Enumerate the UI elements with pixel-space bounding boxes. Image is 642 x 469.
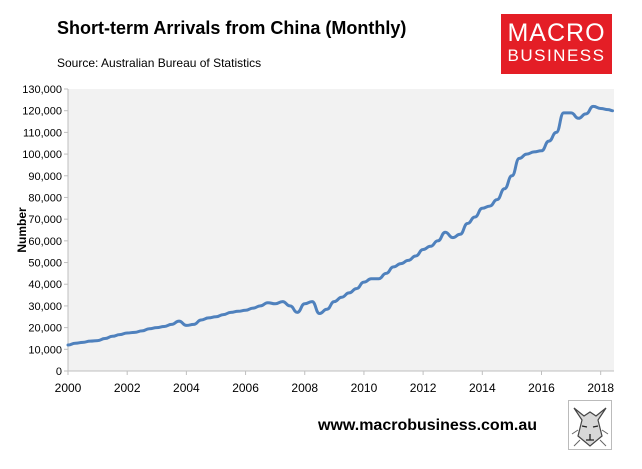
logo-line-business: BUSINESS [507, 46, 606, 65]
page-title: Short-term Arrivals from China (Monthly) [57, 18, 407, 38]
x-tick-label: 2014 [469, 381, 496, 395]
x-tick-label: 2002 [114, 381, 141, 395]
y-tick-label: 130,000 [22, 84, 62, 96]
y-tick-label: 20,000 [28, 323, 62, 335]
x-tick-label: 2008 [291, 381, 318, 395]
y-tick-label: 0 [56, 366, 62, 378]
y-axis-label: Number [15, 207, 29, 253]
x-tick-label: 2012 [410, 381, 437, 395]
y-tick-label: 60,000 [28, 236, 62, 248]
wolf-sketch-icon [568, 400, 612, 450]
y-tick-label: 100,000 [22, 149, 62, 161]
x-axis-ticks: 2000 2002 2004 2006 2008 2010 2012 2014 2016 2018 [55, 371, 614, 395]
y-tick-label: 120,000 [22, 106, 62, 118]
y-tick-label: 40,000 [28, 279, 62, 291]
macrobusiness-logo: MACRO BUSINESS [501, 14, 612, 74]
y-tick-label: 50,000 [28, 258, 62, 270]
y-tick-label: 110,000 [23, 127, 62, 139]
x-tick-label: 2016 [528, 381, 555, 395]
y-tick-label: 10,000 [28, 344, 62, 356]
plot-area [68, 89, 614, 371]
y-tick-label: 70,000 [28, 214, 62, 226]
footer-url: www.macrobusiness.com.au [318, 417, 538, 434]
y-tick-label: 90,000 [28, 171, 62, 183]
x-tick-label: 2018 [587, 381, 614, 395]
x-tick-label: 2010 [351, 381, 378, 395]
y-tick-label: 80,000 [28, 192, 62, 204]
x-tick-label: 2006 [232, 381, 259, 395]
arrivals-series-line [66, 104, 614, 347]
source-note: Source: Australian Bureau of Statistics [57, 56, 262, 70]
y-tick-label: 30,000 [28, 301, 62, 313]
x-tick-label: 2000 [55, 381, 82, 395]
logo-line-macro: MACRO [507, 19, 606, 47]
y-axis-ticks: 0 10,000 20,000 30,000 40,000 50,000 60,000 70,… [22, 84, 68, 378]
x-tick-label: 2004 [173, 381, 200, 395]
